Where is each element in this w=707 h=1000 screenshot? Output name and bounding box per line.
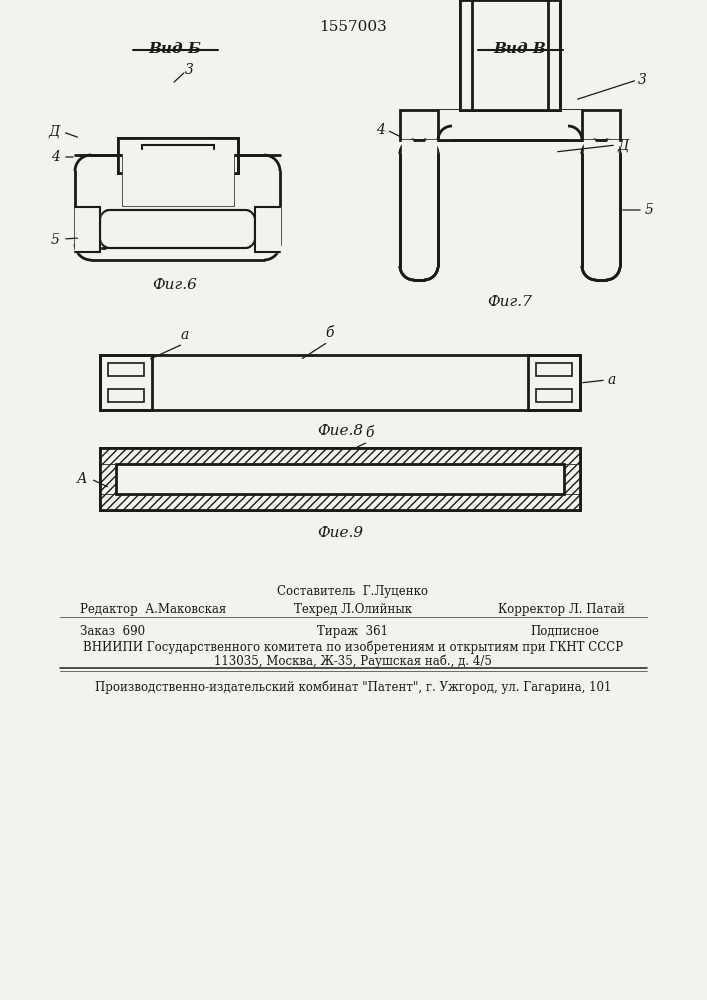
Bar (118, 138, 238, 173)
Bar (460, 0, 560, 110)
Bar (100, 355, 580, 410)
Bar (118, 138, 238, 173)
Text: Фие.8: Фие.8 (317, 424, 363, 438)
Text: А: А (76, 472, 87, 486)
Text: Заказ  690: Заказ 690 (80, 625, 145, 638)
Text: Редактор  А.Маковская: Редактор А.Маковская (80, 603, 226, 616)
Text: Вид Б: Вид Б (148, 42, 201, 56)
Bar (100, 448, 580, 464)
Text: 5: 5 (645, 203, 654, 217)
Text: 3: 3 (638, 73, 647, 87)
Bar (116, 464, 564, 494)
Text: Д: Д (49, 125, 60, 139)
Text: а: а (608, 373, 617, 387)
Bar (564, 464, 580, 494)
Text: Корректор Л. Патай: Корректор Л. Патай (498, 603, 625, 616)
Bar (528, 355, 580, 410)
Text: Производственно-издательский комбинат "Патент", г. Ужгород, ул. Гагарина, 101: Производственно-издательский комбинат "П… (95, 680, 611, 694)
Text: Тираж  361: Тираж 361 (317, 625, 389, 638)
Text: б: б (366, 426, 374, 440)
Text: Составитель  Г.Луценко: Составитель Г.Луценко (278, 585, 428, 598)
Text: Вид В: Вид В (493, 42, 547, 56)
Bar (108, 389, 144, 402)
Bar (400, 110, 620, 140)
Bar (142, 145, 214, 165)
Bar (460, 0, 560, 110)
Text: Подписное: Подписное (530, 625, 599, 638)
Text: Д: Д (618, 138, 629, 152)
Bar (100, 355, 152, 410)
Text: ВНИИПИ Государственного комитета по изобретениям и открытиям при ГКНТ СССР: ВНИИПИ Государственного комитета по изоб… (83, 641, 623, 654)
Bar (438, 110, 582, 140)
Bar (100, 448, 580, 510)
Text: 4: 4 (376, 123, 385, 137)
Bar (101, 211, 254, 247)
Bar (536, 389, 572, 402)
Bar (536, 363, 572, 376)
Text: 1557003: 1557003 (319, 20, 387, 34)
Bar (100, 494, 580, 510)
Bar (108, 363, 144, 376)
Text: Фиг.7: Фиг.7 (488, 295, 532, 309)
Text: Фие.9: Фие.9 (317, 526, 363, 540)
Text: Техред Л.Олийнык: Техред Л.Олийнык (294, 603, 412, 616)
Bar (100, 448, 580, 510)
Text: а: а (181, 328, 189, 342)
Bar (461, 1, 559, 110)
Text: 3: 3 (185, 63, 194, 77)
Text: 4: 4 (51, 150, 60, 164)
Text: 5: 5 (51, 233, 60, 247)
Bar (119, 139, 237, 173)
Text: б: б (326, 326, 334, 340)
Text: 113035, Москва, Ж-35, Раушская наб., д. 4/5: 113035, Москва, Ж-35, Раушская наб., д. … (214, 655, 492, 668)
Bar (100, 464, 116, 494)
Text: Фиг.6: Фиг.6 (153, 278, 197, 292)
